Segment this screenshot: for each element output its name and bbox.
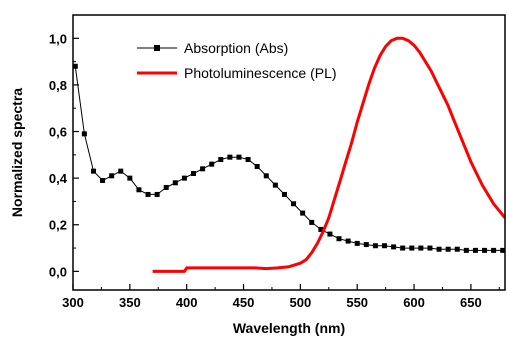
absorption-point — [345, 238, 351, 244]
absorption-point — [354, 240, 360, 246]
plot-content — [73, 36, 505, 273]
x-tick-label: 300 — [62, 295, 84, 310]
absorption-point — [454, 246, 460, 252]
absorption-point — [172, 180, 178, 186]
y-tick-label: 1,0 — [49, 31, 67, 46]
absorption-point — [109, 173, 115, 179]
plot-frame — [72, 14, 506, 291]
absorption-point — [73, 63, 78, 69]
absorption-point — [200, 166, 206, 172]
absorption-point — [300, 210, 306, 216]
absorption-point — [427, 245, 433, 251]
x-axis: 300 350 400 450 500 550 600 650 — [62, 284, 500, 310]
absorption-point — [136, 187, 142, 193]
y-tick-label: 0,4 — [49, 171, 68, 186]
y-tick-label: 0,8 — [49, 78, 67, 93]
legend-label: Absorption (Abs) — [184, 40, 288, 56]
x-tick-label: 350 — [119, 295, 141, 310]
x-tick-label: 650 — [460, 295, 482, 310]
absorption-point — [409, 245, 415, 251]
absorption-point — [491, 247, 497, 253]
absorption-point — [400, 245, 406, 251]
y-axis: 0,0 0,2 0,4 0,6 0,8 1,0 — [49, 31, 79, 279]
absorption-point — [81, 131, 87, 137]
absorption-point — [191, 170, 197, 176]
x-axis-title: Wavelength (nm) — [233, 320, 345, 336]
y-tick-label: 0,0 — [49, 264, 67, 279]
absorption-point — [381, 243, 387, 249]
absorption-point — [272, 182, 278, 188]
absorption-point — [309, 219, 315, 225]
x-tick-label: 400 — [176, 295, 198, 310]
x-tick-label: 500 — [290, 295, 312, 310]
absorption-point — [145, 191, 151, 197]
y-tick-label: 0,2 — [49, 218, 67, 233]
y-tick-label: 0,6 — [49, 125, 67, 140]
photoluminescence-line — [152, 36, 505, 273]
absorption-point — [482, 247, 488, 253]
absorption-point — [245, 156, 251, 162]
legend: Absorption (Abs) Photoluminescence (PL) — [137, 40, 337, 81]
absorption-point — [90, 168, 96, 174]
absorption-point — [254, 163, 260, 169]
absorption-point — [291, 201, 297, 207]
absorption-point — [445, 246, 451, 252]
absorption-point — [227, 154, 233, 160]
absorption-point — [472, 247, 478, 253]
absorption-point — [391, 244, 397, 250]
absorption-point — [436, 246, 442, 252]
absorption-point — [127, 175, 133, 181]
absorption-point — [418, 245, 424, 251]
absorption-point — [500, 247, 505, 253]
absorption-point — [118, 168, 124, 174]
y-axis-title: Normalized spectra — [9, 88, 25, 217]
legend-marker — [154, 45, 160, 51]
absorption-point — [209, 161, 215, 167]
absorption-point — [236, 154, 242, 160]
x-tick-label: 600 — [403, 295, 425, 310]
absorption-point — [463, 247, 469, 253]
absorption-point — [318, 226, 324, 232]
absorption-point — [218, 156, 224, 162]
absorption-point — [154, 191, 160, 197]
absorption-line — [74, 66, 503, 251]
absorption-point — [281, 191, 287, 197]
x-tick-label: 450 — [233, 295, 255, 310]
absorption-point — [100, 177, 106, 183]
absorption-point — [372, 243, 378, 249]
x-tick-label: 550 — [346, 295, 368, 310]
legend-label: Photoluminescence (PL) — [184, 65, 337, 81]
absorption-point — [181, 175, 187, 181]
absorption-point — [363, 242, 369, 248]
absorption-point — [263, 173, 269, 179]
absorption-point — [336, 236, 342, 242]
absorption-point — [327, 231, 333, 237]
absorption-point — [163, 184, 169, 190]
